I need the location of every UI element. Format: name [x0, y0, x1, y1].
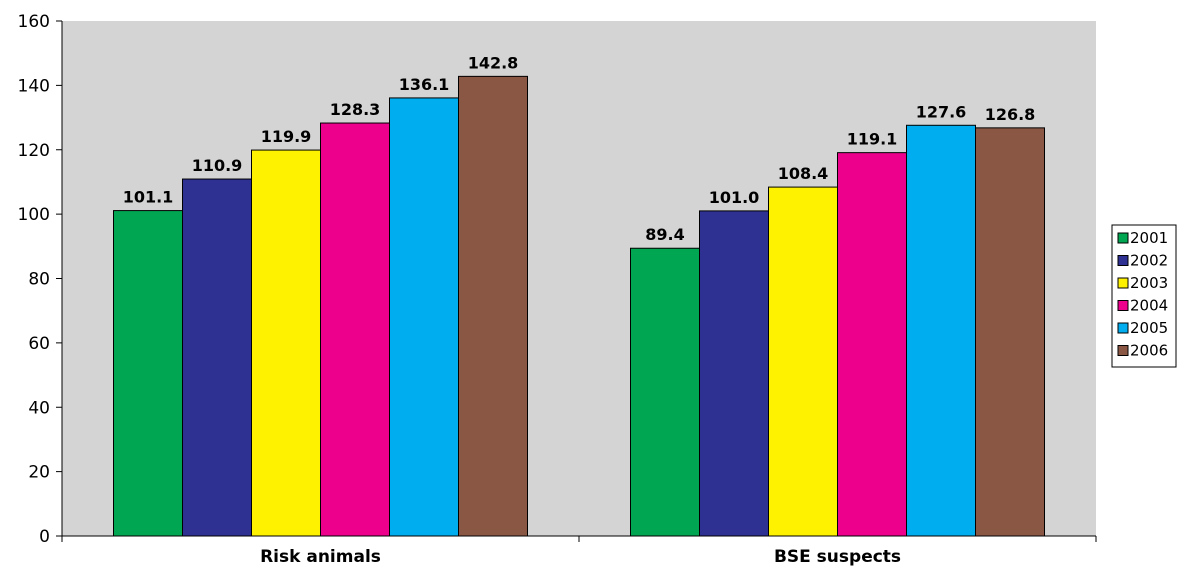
legend: 2001 2002 2003 2004 2005 2006	[1111, 224, 1177, 368]
legend-label: 2005	[1130, 319, 1168, 337]
legend-label: 2004	[1130, 297, 1168, 315]
data-label: 119.9	[261, 127, 312, 146]
y-tick-label: 20	[28, 463, 50, 483]
bar-2003	[768, 186, 838, 537]
bar-2002	[182, 178, 252, 537]
bar-2006	[458, 75, 528, 537]
legend-swatch-2006	[1117, 345, 1129, 356]
y-tick-label: 120	[18, 141, 50, 161]
data-label: 89.4	[645, 225, 684, 244]
legend-label: 2002	[1130, 252, 1168, 270]
data-label: 127.6	[916, 102, 967, 121]
data-label: 119.1	[847, 130, 898, 149]
legend-label: 2001	[1130, 229, 1168, 247]
y-tick-label: 160	[18, 12, 50, 32]
y-tick-label: 100	[18, 205, 50, 225]
legend-label: 2006	[1130, 342, 1168, 360]
data-label: 142.8	[468, 53, 519, 72]
y-tick-label: 40	[28, 398, 50, 418]
data-labels: 101.1 89.4 110.9 101.0 119.9 108.4 128.3 119.1 1…	[123, 53, 1036, 244]
legend-swatch-2002	[1117, 255, 1129, 266]
bar-2001	[630, 247, 700, 537]
legend-swatch-2004	[1117, 300, 1129, 311]
legend-box	[1111, 224, 1177, 368]
data-label: 101.1	[123, 188, 174, 207]
legend-swatch-2005	[1117, 322, 1129, 334]
legend-swatch-2003	[1117, 277, 1129, 289]
legend-items: 2001 2002 2003 2004 2005 2006	[1117, 229, 1168, 360]
y-tick-label: 80	[28, 270, 50, 290]
y-tick-label: 140	[18, 76, 50, 96]
y-axis-ticks: 0 20 40 60 80 100 120 140 160	[18, 12, 62, 547]
x-category-label: BSE suspects	[774, 547, 901, 567]
data-label: 108.4	[778, 164, 829, 183]
x-category-label: Risk animals	[260, 547, 381, 567]
data-label: 128.3	[330, 100, 381, 119]
bar-2006	[975, 127, 1045, 537]
bars	[113, 75, 1045, 537]
bar-2004	[837, 152, 907, 537]
data-label: 101.0	[709, 188, 760, 207]
bar-2003	[251, 149, 321, 537]
legend-swatch-2001	[1117, 232, 1129, 244]
bar-2002	[699, 210, 769, 537]
bar-2004	[320, 122, 390, 537]
x-axis-ticks: Risk animals BSE suspects	[61, 536, 1097, 567]
data-label: 136.1	[399, 75, 450, 94]
data-label: 126.8	[985, 105, 1036, 124]
data-label: 110.9	[192, 156, 243, 175]
bar-2001	[113, 210, 183, 537]
legend-label: 2003	[1130, 274, 1168, 292]
y-tick-label: 60	[28, 334, 50, 354]
y-tick-label: 0	[39, 527, 50, 547]
bar-2005	[906, 124, 976, 537]
bar-2005	[389, 97, 459, 537]
